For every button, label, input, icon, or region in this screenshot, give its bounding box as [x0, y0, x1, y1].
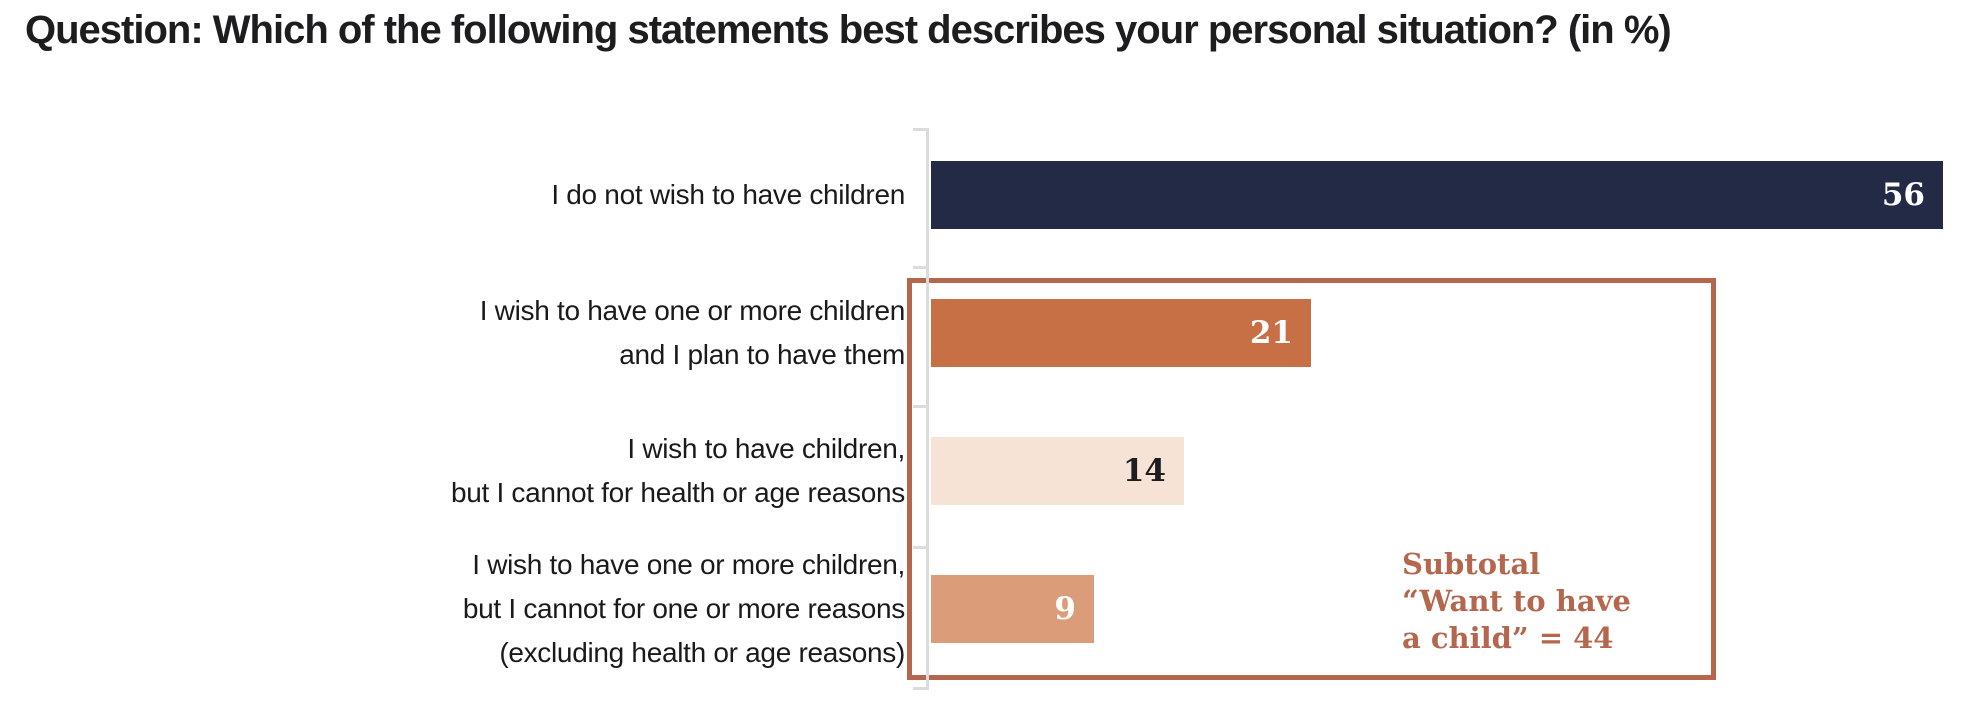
subtotal-outline-box [907, 278, 1716, 680]
y-axis-line [926, 128, 929, 690]
bar-cannot-health-age: 14 [931, 437, 1184, 505]
category-label-line: but I cannot for health or age reasons [450, 477, 905, 508]
subtotal-label-line: a child” = 44 [1402, 621, 1614, 655]
category-label-line: I wish to have one or more children [479, 295, 906, 326]
bar-value-label: 9 [1054, 590, 1076, 627]
subtotal-label-line: “Want to have [1402, 584, 1631, 618]
category-label-line: I wish to have one or more children, [472, 549, 905, 580]
category-label-no-children: I do not wish to have children [0, 173, 905, 217]
subtotal-label: Subtotal “Want to have a child” = 44 [1402, 546, 1631, 657]
category-label-line: I do not wish to have children [551, 179, 905, 210]
category-label-cannot-health-age: I wish to have children, but I cannot fo… [0, 427, 905, 515]
bar-value-label: 56 [1881, 176, 1925, 213]
axis-tick [913, 687, 927, 690]
subtotal-label-line: Subtotal [1402, 547, 1541, 581]
category-label-line: and I plan to have them [619, 339, 905, 370]
bar-cannot-other-reasons: 9 [931, 575, 1094, 643]
category-label-cannot-other-reasons: I wish to have one or more children, but… [0, 543, 905, 675]
bar-no-children: 56 [931, 161, 1943, 229]
axis-tick [913, 546, 927, 549]
bar-plan-children: 21 [931, 299, 1311, 367]
category-label-plan-children: I wish to have one or more children and … [0, 289, 906, 377]
axis-tick [913, 405, 927, 408]
category-label-line: (excluding health or age reasons) [499, 637, 905, 668]
bar-value-label: 21 [1249, 314, 1293, 351]
bar-value-label: 14 [1122, 452, 1166, 489]
chart-title: Question: Which of the following stateme… [25, 8, 1672, 52]
category-label-line: I wish to have children, [627, 433, 905, 464]
axis-tick [913, 128, 927, 131]
category-label-line: but I cannot for one or more reasons [462, 593, 905, 624]
axis-tick [913, 266, 927, 269]
